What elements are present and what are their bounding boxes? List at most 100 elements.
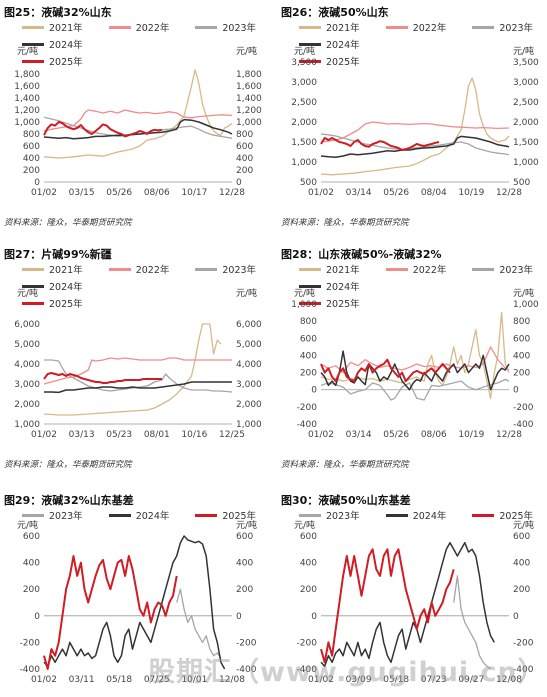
y-axis-unit-right: 元/吨 bbox=[236, 45, 257, 57]
legend-item: 2024年 bbox=[385, 508, 447, 522]
y-tick-label-left: 200 bbox=[300, 585, 317, 595]
y-tick-label-right: -400 bbox=[513, 665, 534, 675]
y-tick-label-right: 2,000 bbox=[236, 400, 262, 410]
x-tick-label: 07/25 bbox=[144, 675, 170, 685]
legend-swatch bbox=[385, 267, 408, 271]
y-tick-label-left: 400 bbox=[23, 154, 40, 164]
legend-label: 2022年 bbox=[412, 265, 447, 276]
y-axis-unit-left: 元/吨 bbox=[17, 287, 38, 299]
chart-legend: 2021年 2022年 2023年 2024年 2025年 bbox=[281, 20, 543, 71]
chart-title: 图25：液碱32%山东 bbox=[4, 6, 112, 19]
series-line-2022 bbox=[43, 109, 233, 132]
chart-panel: 图26：液碱50%山东 2021年 2022年 2023年 2024年 2025年 元/吨元… bbox=[281, 4, 543, 229]
y-tick-label-left: 1,000 bbox=[14, 118, 40, 128]
legend-swatch bbox=[22, 267, 44, 271]
y-tick-label-right: 2,500 bbox=[513, 98, 539, 108]
chart-panel: 图28：山东液碱50%-液碱32% 2021年 2022年 2023年 2024年 202… bbox=[281, 246, 543, 471]
chart-legend: 2021年 2022年 2023年 2024年 2025年 bbox=[4, 20, 266, 71]
x-tick-label: 08/01 bbox=[144, 430, 170, 440]
y-tick-label-right: 800 bbox=[236, 130, 253, 140]
y-tick-label-left: -400 bbox=[297, 420, 318, 430]
y-tick-label-left: 1,500 bbox=[291, 138, 317, 148]
source-note: 资料来源：隆众，华泰期货研究院 bbox=[281, 218, 409, 228]
y-tick-label-right: 600 bbox=[513, 334, 530, 344]
x-tick-label: 08/06 bbox=[421, 430, 447, 440]
x-tick-label: 08/04 bbox=[421, 188, 447, 198]
x-tick-label: 12/25 bbox=[219, 430, 245, 440]
y-tick-label-right: 200 bbox=[513, 369, 530, 379]
legend-label: 2023年 bbox=[326, 511, 360, 522]
y-tick-label-right: 3,500 bbox=[513, 58, 539, 68]
x-tick-label: 05/26 bbox=[383, 430, 409, 440]
legend-item: 2023年 bbox=[472, 20, 533, 34]
x-tick-label: 10/19 bbox=[458, 430, 484, 440]
line-chart: 元/吨 元/吨 0 0 200 200 400 400 600 600 800 800 1,000 1,0… bbox=[14, 45, 262, 198]
y-tick-label-right: 0 bbox=[513, 386, 519, 396]
series-line-2021 bbox=[320, 311, 510, 399]
legend-label: 2025年 bbox=[222, 511, 257, 522]
y-tick-label-right: 3,000 bbox=[236, 380, 262, 390]
y-tick-label-left: 2,000 bbox=[291, 118, 317, 128]
y-tick-label-left: 600 bbox=[300, 532, 317, 542]
legend-label: 2025年 bbox=[499, 511, 534, 522]
legend-label: 2024年 bbox=[326, 282, 360, 293]
x-tick-label: 05/18 bbox=[106, 675, 132, 685]
x-tick-label: 05/26 bbox=[106, 188, 132, 198]
legend-label: 2023年 bbox=[49, 511, 83, 522]
x-tick-label: 01/02 bbox=[31, 430, 57, 440]
legend-label: 2022年 bbox=[135, 23, 170, 34]
series-line-2025 bbox=[320, 358, 451, 383]
legend-item: 2023年 bbox=[22, 508, 83, 522]
line-chart: 元/吨 元/吨 500 500 1,000 1,000 1,500 1,500 2,000 2,0… bbox=[291, 45, 539, 198]
series-line-2023 bbox=[320, 378, 510, 401]
y-tick-label-left: 400 bbox=[300, 559, 317, 569]
legend-label: 2024年 bbox=[412, 511, 447, 522]
y-axis-unit-left: 元/吨 bbox=[17, 45, 38, 57]
chart-legend: 2021年 2022年 2023年 2024年 2025年 bbox=[4, 262, 266, 313]
x-tick-label: 08/06 bbox=[144, 188, 170, 198]
y-tick-label-left: 3,000 bbox=[291, 78, 317, 88]
chart-title: 图29：液碱32%山东基差 bbox=[4, 494, 134, 507]
series-line-2025 bbox=[320, 548, 455, 664]
legend-swatch bbox=[299, 59, 321, 63]
legend-swatch bbox=[22, 284, 44, 288]
legend-swatch bbox=[108, 25, 131, 29]
y-tick-label-right: 400 bbox=[236, 559, 253, 569]
y-tick-label-left: 0 bbox=[311, 612, 317, 622]
chart-legend: 2023年 2024年 2025年 bbox=[281, 508, 543, 525]
y-tick-label-right: 600 bbox=[236, 142, 253, 152]
legend-swatch bbox=[22, 301, 44, 305]
legend-label: 2023年 bbox=[499, 23, 534, 34]
legend-item: 2024年 bbox=[299, 37, 360, 51]
y-tick-label-left: 200 bbox=[23, 585, 40, 595]
series-line-2023 bbox=[453, 575, 491, 670]
y-tick-label-left: 800 bbox=[300, 317, 317, 327]
y-tick-label-right: 600 bbox=[236, 532, 253, 542]
y-tick-label-right: 800 bbox=[513, 317, 530, 327]
y-tick-label-left: 800 bbox=[23, 130, 40, 140]
legend-item: 2023年 bbox=[195, 20, 256, 34]
x-tick-label: 03/13 bbox=[69, 430, 95, 440]
legend-item: 2023年 bbox=[299, 508, 360, 522]
y-tick-label-right: -400 bbox=[236, 665, 257, 675]
y-tick-label-left: 200 bbox=[300, 369, 317, 379]
y-tick-label-left: 4,000 bbox=[14, 360, 40, 370]
x-tick-label: 01/02 bbox=[308, 430, 334, 440]
x-tick-label: 12/08 bbox=[496, 675, 522, 685]
series-line-2025 bbox=[320, 137, 440, 151]
x-tick-label: 10/01 bbox=[181, 675, 207, 685]
y-tick-label-right: 0 bbox=[513, 612, 519, 622]
y-tick-label-left: 5,000 bbox=[14, 340, 40, 350]
y-tick-label-left: 1,200 bbox=[14, 106, 40, 116]
y-tick-label-right: 200 bbox=[236, 166, 253, 176]
x-tick-label: 10/17 bbox=[181, 188, 207, 198]
y-tick-label-left: 0 bbox=[311, 386, 317, 396]
series-line-2021 bbox=[43, 323, 222, 416]
y-tick-label-left: 2,500 bbox=[291, 98, 317, 108]
y-tick-label-left: 1,000 bbox=[14, 420, 40, 430]
legend-item: 2024年 bbox=[299, 279, 360, 293]
y-tick-label-right: 400 bbox=[513, 351, 530, 361]
x-tick-label: 05/26 bbox=[383, 188, 409, 198]
line-chart: 元/吨 元/吨 -400 -400 -200 -200 0 0 200 200 400 400 600 6… bbox=[291, 287, 539, 440]
legend-label: 2021年 bbox=[326, 265, 360, 276]
